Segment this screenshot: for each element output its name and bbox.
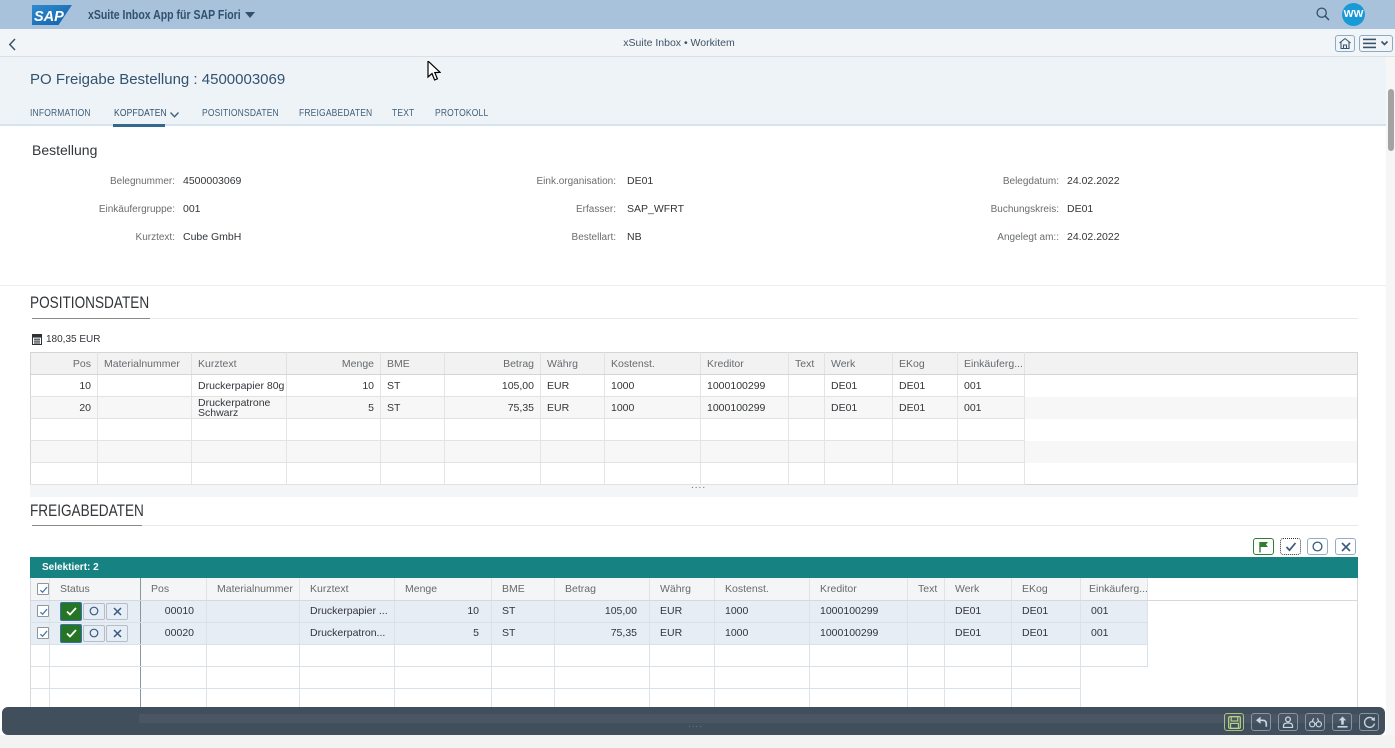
svg-text:SAP: SAP: [34, 9, 64, 25]
